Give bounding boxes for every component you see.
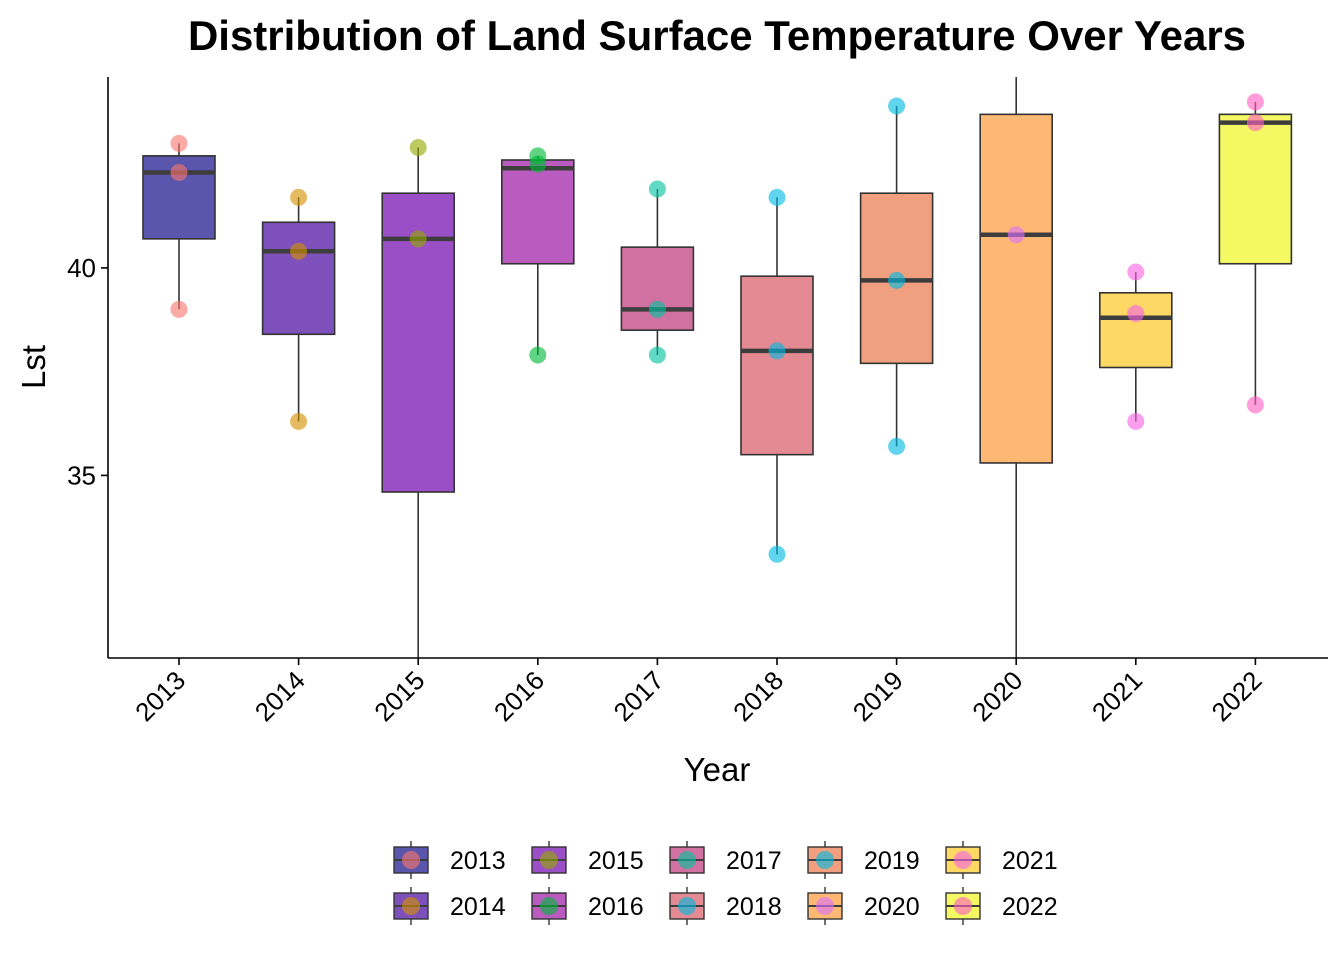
data-point	[768, 342, 786, 360]
box-2021	[1099, 263, 1173, 430]
data-point	[1007, 226, 1025, 244]
x-tick-label: 2013	[129, 665, 191, 727]
legend-label: 2015	[588, 847, 644, 875]
data-point	[888, 97, 906, 115]
box-2022	[1218, 93, 1293, 414]
box-iqr	[1218, 113, 1293, 265]
legend-item-2014: 2014	[393, 887, 506, 925]
box-iqr	[261, 221, 336, 336]
chart-title: Distribution of Land Surface Temperature…	[188, 12, 1246, 59]
data-point	[529, 155, 547, 173]
data-point	[290, 412, 308, 430]
box-2016	[500, 147, 575, 364]
legend-label: 2013	[450, 847, 506, 875]
data-point	[648, 346, 666, 364]
box-2015	[381, 139, 456, 658]
box-2018	[740, 188, 814, 563]
legend-item-2013: 2013	[393, 841, 506, 879]
data-point	[768, 188, 786, 206]
data-point	[290, 242, 308, 260]
legend-item-2019: 2019	[807, 841, 920, 879]
plot-area	[142, 77, 1293, 658]
legend-item-2020: 2020	[807, 887, 920, 925]
legend-item-2021: 2021	[945, 841, 1058, 879]
legend-key-point	[816, 897, 834, 915]
legend-label: 2019	[864, 847, 920, 875]
x-tick-label: 2019	[847, 665, 909, 727]
box-2014	[261, 188, 336, 430]
x-tick-label: 2014	[249, 665, 311, 727]
legend-key-point	[816, 851, 834, 869]
box-iqr	[500, 159, 575, 265]
x-tick-label: 2020	[966, 665, 1028, 727]
legend-item-2016: 2016	[531, 887, 644, 925]
box-iqr	[740, 275, 814, 456]
legend-label: 2018	[726, 893, 782, 921]
legend: 2013 2014 2015 2016 2017 2018 2019 2020 2021 2022	[393, 841, 1058, 925]
data-point	[290, 188, 308, 206]
box-2017	[620, 180, 695, 364]
data-point	[1127, 263, 1145, 281]
legend-item-2015: 2015	[531, 841, 644, 879]
data-point	[888, 271, 906, 289]
box-iqr	[1099, 291, 1173, 369]
box-2020	[979, 77, 1054, 658]
legend-key-point	[954, 897, 972, 915]
legend-item-2022: 2022	[945, 887, 1058, 925]
data-point	[170, 134, 188, 152]
data-point	[529, 346, 547, 364]
legend-label: 2017	[726, 847, 782, 875]
data-point	[1127, 305, 1145, 323]
x-tick-label: 2015	[368, 665, 430, 727]
x-tick-label: 2017	[608, 665, 670, 727]
x-tick-label: 2021	[1086, 665, 1148, 727]
data-point	[1246, 93, 1264, 111]
x-tick-label: 2022	[1206, 665, 1268, 727]
data-point	[170, 300, 188, 318]
legend-key-point	[678, 897, 696, 915]
legend-item-2017: 2017	[669, 841, 782, 879]
legend-item-2018: 2018	[669, 887, 782, 925]
data-point	[648, 180, 666, 198]
data-point	[1127, 412, 1145, 430]
legend-key-point	[954, 851, 972, 869]
data-point	[170, 163, 188, 181]
data-point	[409, 230, 427, 248]
data-point	[648, 300, 666, 318]
box-2019	[859, 97, 934, 455]
legend-label: 2014	[450, 893, 506, 921]
data-point	[768, 545, 786, 563]
legend-label: 2022	[1002, 893, 1058, 921]
y-tick-label: 40	[67, 253, 96, 283]
x-axis-title: Year	[684, 751, 751, 788]
legend-key-point	[540, 897, 558, 915]
legend-key-point	[402, 851, 420, 869]
legend-key-point	[402, 897, 420, 915]
x-tick-label: 2016	[488, 665, 550, 727]
legend-key-point	[678, 851, 696, 869]
y-axis-title: Lst	[15, 345, 52, 389]
legend-label: 2016	[588, 893, 644, 921]
legend-label: 2021	[1002, 847, 1058, 875]
data-point	[1246, 396, 1264, 414]
x-tick-label: 2018	[727, 665, 789, 727]
legend-key-point	[540, 851, 558, 869]
box-2013	[142, 134, 216, 318]
box-iqr	[979, 113, 1054, 464]
data-point	[888, 437, 906, 455]
data-point	[409, 139, 427, 157]
data-point	[1246, 114, 1264, 132]
legend-label: 2020	[864, 893, 920, 921]
y-tick-label: 35	[67, 460, 96, 490]
